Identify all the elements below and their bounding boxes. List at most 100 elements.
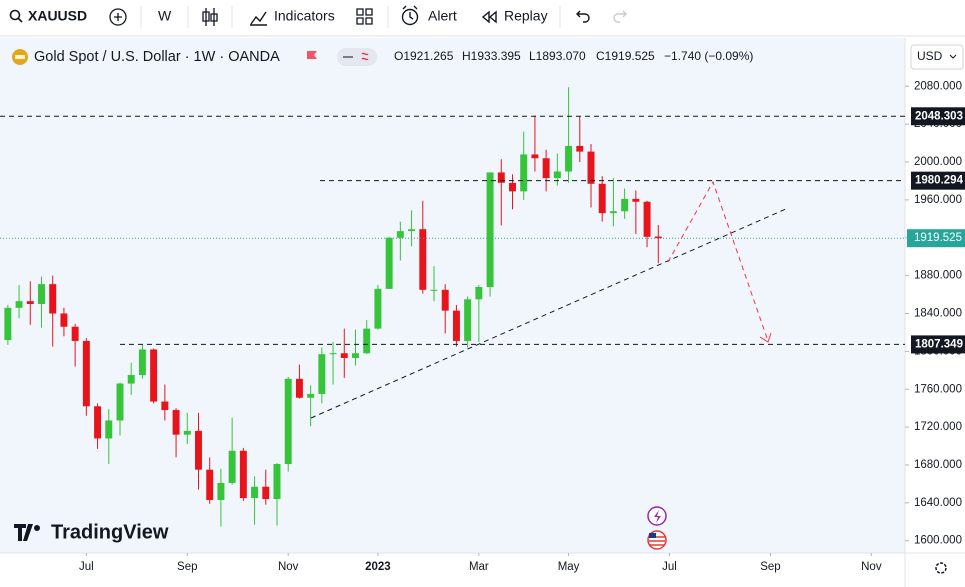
candle-body [441,289,449,311]
symbol-title: Gold Spot / U.S. Dollar · 1W · OANDA [34,49,280,65]
y-tick-label: 1640.000 [914,497,962,509]
candle-body [295,378,303,398]
level-label-box [911,335,965,354]
x-tick-label: Sep [177,561,197,573]
candle-body [385,237,393,289]
candle-body [621,198,629,212]
y-tick-label: 1600.000 [914,535,962,547]
y-tick-label: 2080.000 [914,80,962,92]
candle-body [318,354,326,394]
layouts[interactable] [356,8,373,25]
visibility-icon [361,52,369,61]
plot-area [0,38,905,553]
brand-logo [14,524,33,541]
candle-body [352,353,359,358]
flag[interactable] [307,51,317,59]
visibility-toggle[interactable] [337,48,377,66]
alert-icon [401,8,419,26]
forecast-arrow [667,180,769,342]
settings[interactable] [935,562,947,574]
candle-body [486,172,494,287]
candle-body [531,154,539,159]
candle-body [105,420,113,439]
candle-body [475,286,483,300]
legend-high: H1933.395 [462,49,521,63]
trend-line [310,207,789,419]
flag-icon [649,533,656,538]
candle-body [632,198,640,202]
indicators-button[interactable]: Indicators [274,8,335,24]
x-tick-label: 2023 [365,561,391,573]
indicators-icon [250,11,267,26]
candle-body [464,299,472,341]
candle-body [172,410,180,435]
add-symbol[interactable] [109,8,127,26]
y-tick-label: 1960.000 [914,194,962,206]
level-label: 2048.303 [915,110,963,122]
candle-body [116,383,124,421]
candle-body [497,172,505,183]
search-icon [17,17,23,23]
y-tick-label: 1720.000 [914,421,962,433]
candle-body [553,171,561,179]
candle-body [374,288,382,329]
y-tick-label: 2000.000 [914,156,962,168]
currency-select[interactable] [910,44,964,70]
candle-body [239,450,247,499]
level-label: 1980.294 [915,175,964,187]
redo[interactable] [613,10,627,23]
replay-button[interactable]: Replay [504,8,548,24]
x-tick-label: Nov [861,561,882,573]
y-tick-label: 1680.000 [914,459,962,471]
candle-body [430,289,438,291]
candle-body [206,469,214,500]
x-tick-label: Jul [79,561,94,573]
alert-button[interactable]: Alert [428,8,457,24]
search-icon[interactable] [9,9,21,21]
event-icon [654,510,661,523]
legend-close: C1919.525 [596,49,655,63]
candle-body [195,430,202,470]
candle-body [150,349,158,402]
y-tick-label: 1840.000 [914,308,962,320]
replay-icon [481,10,497,24]
legend-change: −1.740 (−0.09%) [664,49,753,63]
candle-body [15,301,23,308]
y-tick-label: 1760.000 [914,383,962,395]
toolbar: XAUUSD W Indicators Alert Replay [9,5,627,28]
symbol[interactable]: XAUUSD [28,8,87,24]
candle-body [643,201,651,237]
candle-body [217,482,225,500]
candle-body [251,486,259,499]
level-label-box [911,171,965,190]
candle-body [183,430,191,435]
candle-body [94,406,102,439]
legend-low: L1893.070 [529,49,586,63]
interval[interactable]: W [158,8,172,24]
alert-icon [402,5,418,20]
x-tick-label: May [558,561,580,573]
candle-body [509,182,516,192]
candle-body [38,284,45,305]
undo[interactable] [576,10,590,23]
candles [4,87,662,527]
chart-type[interactable] [202,8,218,26]
x-tick-label: Sep [760,561,780,573]
y-tick-label: 1880.000 [914,270,962,282]
level-label: 1807.349 [915,338,963,350]
candle-body [452,310,460,341]
candle-body [284,378,292,465]
symbol-logo [15,55,25,59]
candle-body [138,349,146,376]
candle-body [598,183,606,214]
candle-body [654,236,662,239]
brand-logo [34,525,40,531]
candle-body [520,154,528,192]
last-price-label: 1919.525 [914,232,962,244]
candle-body [82,340,90,407]
candle-body [408,229,416,232]
brand: TradingView [51,521,169,543]
candle-body [542,158,550,179]
dropdown-arrow [949,54,957,59]
